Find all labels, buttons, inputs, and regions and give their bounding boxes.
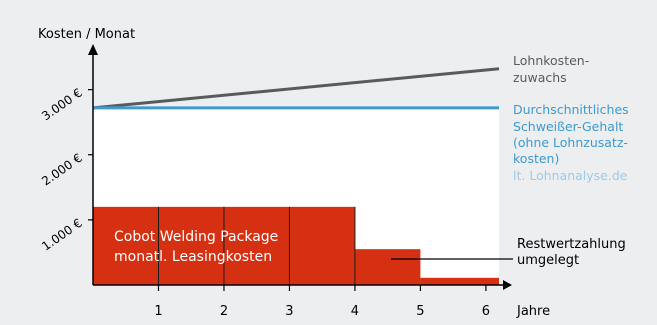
lines-group <box>92 67 500 110</box>
axes-group <box>88 44 512 290</box>
x-tick-label-4: 4 <box>351 304 359 319</box>
x-tick-label-1: 1 <box>154 304 162 319</box>
series-line-lohnkosten <box>92 67 500 110</box>
x-tick-label-3: 3 <box>285 304 293 319</box>
x-tick-label-2: 2 <box>220 304 228 319</box>
lohnkosten-label-line-1: Lohnkosten- <box>513 53 589 68</box>
y-tick-label-2000: 2.000 € <box>39 151 85 189</box>
gehalt-label-line-4: kosten) <box>513 151 559 166</box>
x-axis-arrow <box>503 280 512 290</box>
bar-annotation-line-2: monatl. Leasingkosten <box>114 249 272 265</box>
y-axis-label: Kosten / Monat <box>38 27 135 42</box>
y-tick-label-3000: 3.000 € <box>39 86 85 124</box>
gehalt-label-line-3: (ohne Lohnzusatz- <box>513 135 628 150</box>
bar-dividers-group <box>157 206 356 285</box>
gehalt-label-line-2: Schweißer-Gehalt <box>513 119 623 134</box>
restwert-label-line-2: umgelegt <box>517 253 579 268</box>
y-axis-arrow <box>88 44 98 55</box>
gehalt-label-line-1: Durchschnittliches <box>513 102 629 117</box>
y-tick-label-1000: 1.000 € <box>39 216 85 254</box>
restwert-label-line-1: Restwertzahlung <box>517 237 626 252</box>
bar-3 <box>420 277 499 285</box>
source-label: lt. Lohnanalyse.de <box>513 168 628 183</box>
bar-annotation-line-1: Cobot Welding Package <box>114 229 278 245</box>
bar-2 <box>354 249 421 285</box>
x-axis-label: Jahre <box>516 304 550 319</box>
lohnkosten-label-line-2: zuwachs <box>513 70 567 85</box>
x-tick-label-6: 6 <box>482 304 490 319</box>
x-tick-label-5: 5 <box>416 304 424 319</box>
